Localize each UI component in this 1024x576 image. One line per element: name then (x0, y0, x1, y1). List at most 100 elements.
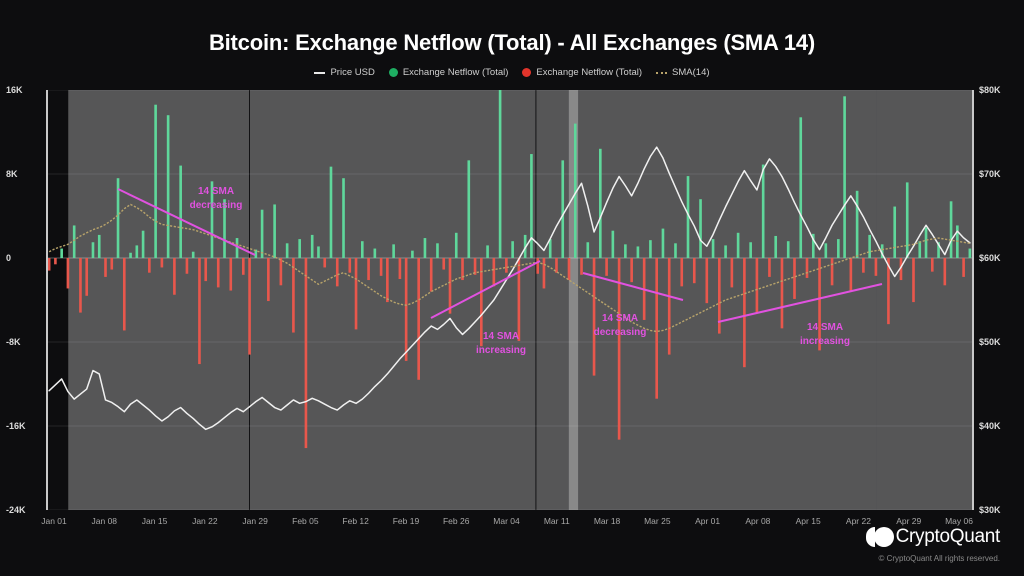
netflow-bar (818, 258, 821, 351)
legend-item[interactable]: Price USD (314, 67, 375, 78)
netflow-bar (298, 239, 301, 258)
netflow-bar (930, 258, 934, 272)
y-axis-right-spine (972, 90, 974, 510)
netflow-bar (824, 243, 828, 258)
netflow-bar (279, 258, 283, 286)
x-axis-tick-label: Jan 01 (41, 516, 67, 526)
x-axis-tick-label: Apr 15 (795, 516, 821, 526)
netflow-bar (599, 148, 602, 258)
netflow-bar (129, 252, 132, 258)
page-title: Bitcoin: Exchange Netflow (Total) - All … (208, 30, 816, 55)
netflow-bar (805, 258, 809, 278)
x-axis-tick-label: Apr 01 (695, 516, 721, 526)
netflow-bar (379, 258, 383, 276)
netflow-bar (561, 160, 565, 258)
netflow-bar (285, 243, 289, 258)
netflow-bar (567, 258, 571, 281)
legend-item[interactable]: SMA(14) (656, 67, 710, 78)
netflow-bar (467, 160, 471, 258)
netflow-bar (780, 258, 784, 329)
netflow-bar (605, 258, 608, 276)
x-axis-tick-label: Feb 12 (342, 516, 369, 526)
x-axis-tick-label: Jan 15 (141, 516, 168, 526)
netflow-bar (874, 258, 878, 276)
netflow-bar (811, 233, 815, 258)
netflow-bar (580, 258, 583, 275)
annotation-trendline (117, 188, 256, 256)
netflow-bar (843, 96, 846, 258)
netflow-bar (97, 234, 101, 258)
y-axis-left-tick-label: 8K (6, 169, 18, 179)
netflow-bar (254, 249, 258, 258)
netflow-bar (72, 225, 76, 258)
netflow-bar (492, 258, 496, 287)
netflow-bar (887, 258, 890, 325)
legend-item-label: SMA(14) (672, 67, 710, 78)
y-axis-left-tick-label: -16K (6, 421, 26, 431)
netflow-bar (141, 230, 145, 258)
green-dot-icon (388, 68, 398, 77)
netflow-bar (755, 258, 759, 313)
netflow-bar (536, 258, 540, 274)
netflow-bar (116, 178, 120, 258)
y-axis-right-tick-label: $60K (979, 253, 1001, 263)
netflow-bar (179, 165, 182, 258)
netflow-bar (479, 258, 483, 347)
netflow-bar (173, 258, 176, 295)
chart-canvas (46, 90, 973, 510)
netflow-bar (354, 258, 358, 330)
netflow-bar (680, 258, 684, 287)
netflow-bar (949, 201, 953, 258)
legend-item[interactable]: Exchange Netflow (Total) (388, 67, 509, 78)
netflow-bar (60, 248, 63, 258)
netflow-bar (79, 258, 82, 313)
netflow-bars-group (47, 90, 972, 449)
netflow-bar (411, 250, 414, 258)
netflow-bar (216, 258, 220, 288)
legend-item-label: Exchange Netflow (Total) (402, 67, 509, 78)
netflow-bar (85, 258, 89, 296)
netflow-bar (110, 258, 114, 270)
x-axis-tick-label: Feb 19 (392, 516, 420, 526)
netflow-bar (548, 239, 552, 258)
netflow-bar (523, 234, 527, 258)
dotted-line-swatch-icon (656, 71, 668, 74)
netflow-bar (686, 176, 690, 258)
netflow-bar (862, 258, 865, 273)
shaded-region (568, 90, 877, 510)
shaded-region (249, 90, 536, 510)
netflow-bar (655, 258, 659, 399)
netflow-bar (267, 258, 270, 302)
shaded-region (536, 90, 579, 510)
annotation-trendline (430, 260, 541, 319)
netflow-bar (893, 206, 897, 258)
netflow-bar (122, 258, 126, 331)
netflow-bar (329, 166, 333, 258)
netflow-bar (392, 244, 395, 258)
netflow-bar (899, 258, 903, 281)
netflow-bar (661, 228, 665, 258)
netflow-bar (849, 258, 853, 291)
netflow-bar (204, 258, 208, 282)
netflow-bar (148, 258, 151, 273)
x-axis-tick-label: Apr 22 (845, 516, 871, 526)
netflow-bar (705, 258, 709, 304)
legend-item[interactable]: Exchange Netflow (Total) (522, 67, 642, 78)
netflow-bar (743, 258, 746, 368)
copyright-notice: © CryptoQuant All rights reserved. (878, 554, 1001, 563)
netflow-bar (617, 258, 621, 440)
netflow-bar (348, 258, 352, 273)
netflow-bar (429, 258, 433, 292)
netflow-bar (592, 258, 596, 376)
netflow-bar (880, 244, 884, 258)
netflow-bar (630, 258, 633, 283)
y-axis-right-tick-label: $70K (979, 169, 1001, 179)
x-axis-tick-label: Mar 11 (543, 516, 570, 526)
y-axis-left-tick-label: -24K (6, 505, 26, 515)
cryptoquant-logo-text: CryptoQuant (895, 526, 1001, 547)
netflow-bar (968, 248, 972, 258)
x-axis-tick-label: Mar 18 (593, 516, 621, 526)
annotation-trendlines-group (117, 188, 883, 323)
x-axis-tick-label: Mar 04 (493, 516, 520, 526)
netflow-bar (241, 258, 245, 275)
